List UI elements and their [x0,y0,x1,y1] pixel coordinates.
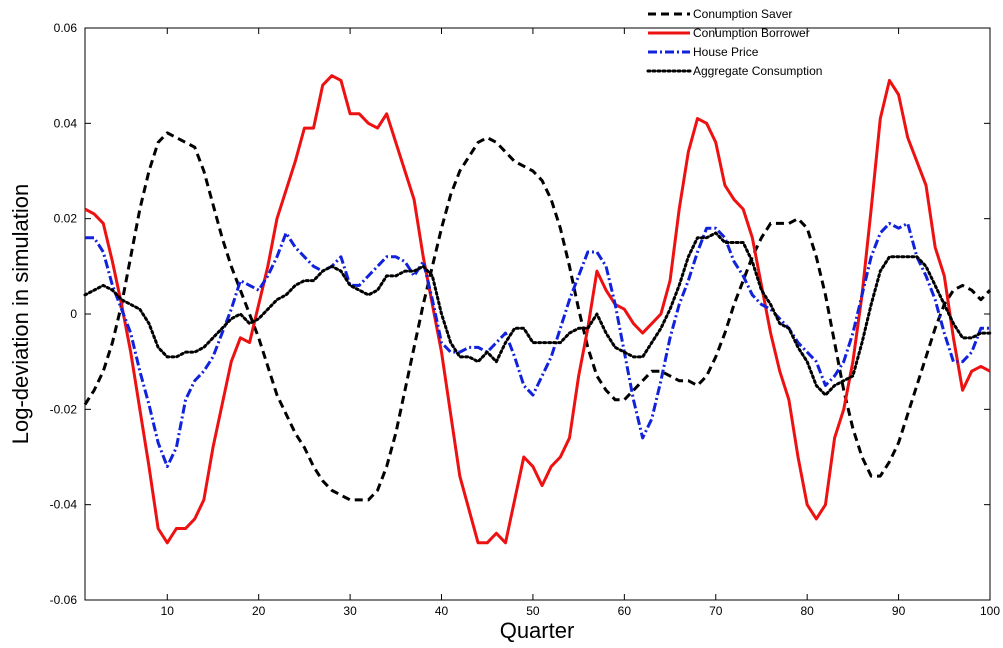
x-tick-label: 100 [980,604,1000,618]
x-tick-label: 50 [526,604,540,618]
legend: Conumption Saver Conumption Borrower House… [646,7,822,78]
legend-label-conumption-saver: Conumption Saver [693,7,792,21]
series-line-house-price [85,221,990,469]
x-tick-label: 30 [343,604,357,618]
y-tick-label: 0.02 [54,212,78,226]
plot-area [84,27,991,601]
legend-label-aggregate-consumption: Aggregate Consumption [693,64,822,78]
series-layer [83,74,992,545]
y-tick-label: 0 [70,307,77,321]
y-tick-label: -0.06 [50,593,78,607]
series-line-conumption-borrower [84,74,991,545]
y-tick-label: -0.04 [50,498,78,512]
x-tick-label: 60 [618,604,632,618]
series-line-aggregate-consumption [83,231,992,397]
legend-label-house-price: House Price [693,45,759,59]
x-tick-label: 80 [800,604,814,618]
x-tick-label: 90 [892,604,906,618]
axis-ticks: 10 20 30 40 50 60 70 80 90 100 -0.06 -0.04 -0.02 0 0.0… [50,21,1001,618]
x-axis-title: Quarter [500,618,575,643]
legend-label-conumption-borrower: Conumption Borrower [693,26,810,40]
x-tick-label: 70 [709,604,723,618]
x-tick-label: 20 [252,604,266,618]
y-axis-title: Log-deviation in simulation [8,184,33,445]
x-tick-label: 40 [435,604,449,618]
series-line-conumption-saver [83,131,992,502]
y-tick-label: 0.04 [54,116,78,130]
y-tick-label: 0.06 [54,21,78,35]
y-tick-label: -0.02 [50,402,78,416]
x-tick-label: 10 [161,604,175,618]
